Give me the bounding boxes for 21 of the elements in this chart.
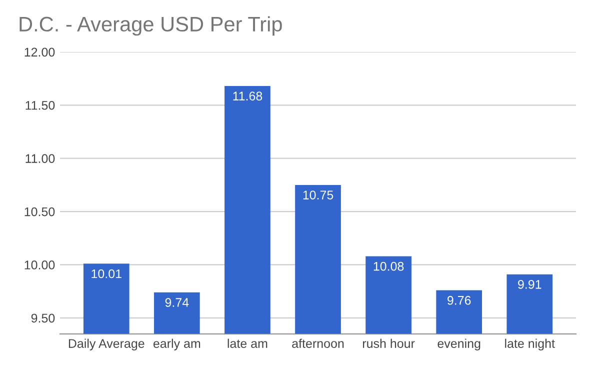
y-tick-label: 10.00 [24, 260, 55, 270]
x-tick-label: late am [228, 338, 268, 348]
data-label: 9.91 [518, 280, 542, 289]
y-tick-label: 12.00 [24, 48, 55, 57]
y-tick-label: 11.00 [26, 154, 55, 163]
y-tick-label: 11.50 [26, 100, 55, 110]
data-label: 9.74 [165, 298, 189, 307]
data-label: 10.01 [92, 269, 122, 278]
x-tick-label: afternoon [292, 338, 344, 348]
y-tick-label: 9.50 [31, 314, 55, 323]
data-label: 11.68 [233, 92, 262, 100]
data-label: 9.76 [448, 296, 471, 305]
data-label: 10.75 [303, 190, 334, 200]
x-tick-label: rush hour [362, 338, 415, 348]
x-tick-label: Daily Average [68, 338, 144, 350]
x-tick-label: late night [505, 338, 555, 350]
x-tick-label: early am [153, 338, 200, 350]
x-tick-label: evening [438, 338, 480, 350]
data-label: 10.08 [374, 262, 404, 271]
y-tick-label: 10.50 [24, 207, 55, 216]
chart-title: D.C. - Average USD Per Trip [20, 16, 282, 36]
